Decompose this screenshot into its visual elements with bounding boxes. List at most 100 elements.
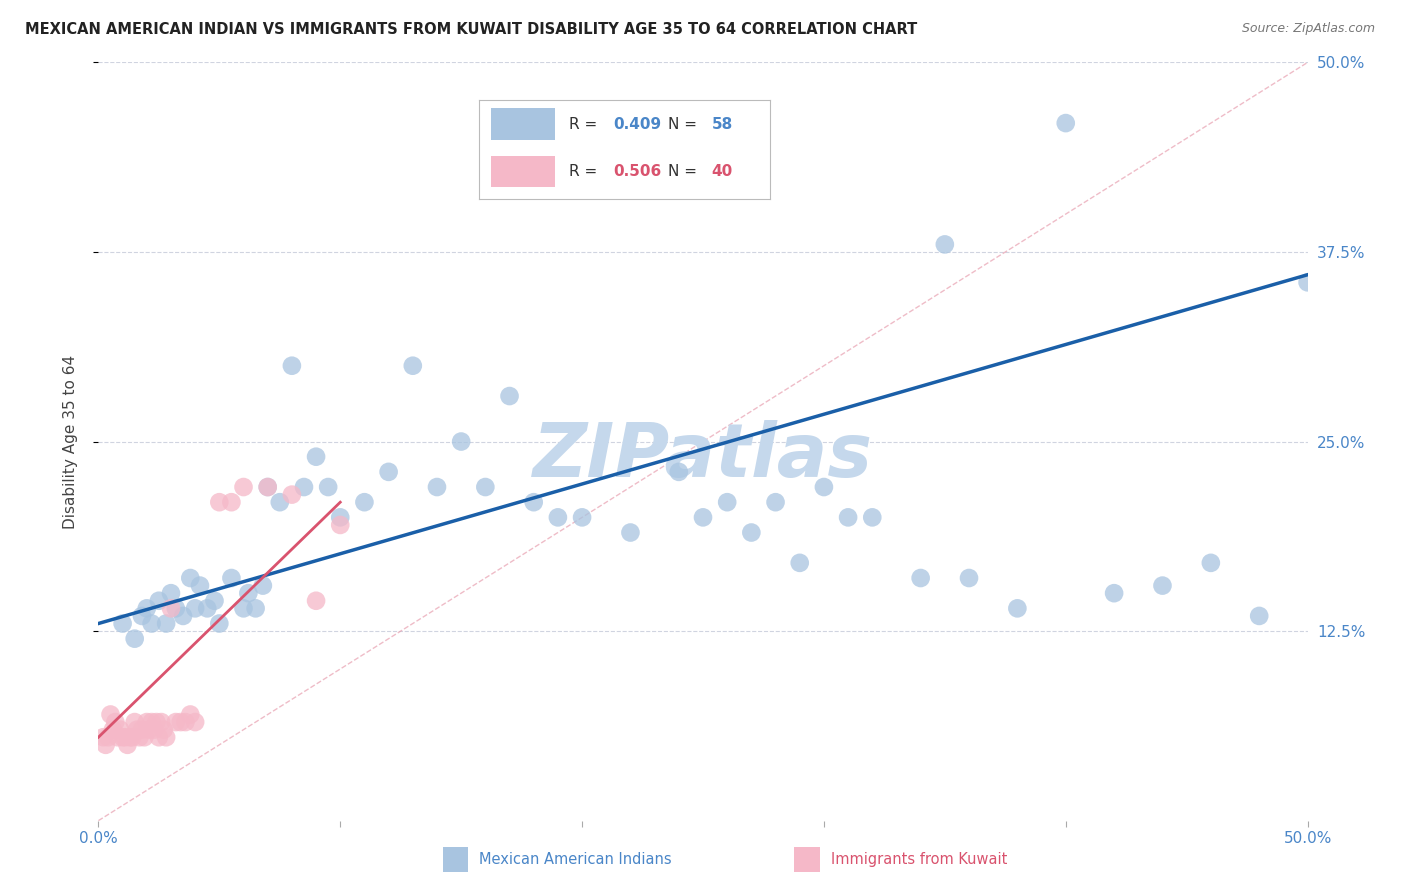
Point <box>860 510 883 524</box>
Point <box>204 594 226 608</box>
Point <box>179 707 201 722</box>
Point <box>108 723 131 737</box>
Point <box>208 616 231 631</box>
Point <box>135 601 157 615</box>
Point <box>143 723 166 737</box>
Point <box>305 450 328 464</box>
Point <box>100 707 122 722</box>
Point <box>124 715 146 730</box>
Point <box>104 715 127 730</box>
Point <box>94 738 117 752</box>
Point <box>256 480 278 494</box>
Point <box>111 616 134 631</box>
Point <box>160 601 183 615</box>
Point <box>131 608 153 623</box>
Point <box>138 723 160 737</box>
Point <box>160 586 183 600</box>
Point <box>571 510 593 524</box>
Point <box>329 517 352 532</box>
Y-axis label: Disability Age 35 to 64: Disability Age 35 to 64 <box>63 354 77 529</box>
Point <box>450 434 472 449</box>
Point <box>353 495 375 509</box>
Point <box>377 465 399 479</box>
Point <box>188 579 211 593</box>
Point <box>97 730 120 744</box>
Point <box>547 510 569 524</box>
Point <box>169 715 191 730</box>
Point <box>910 571 932 585</box>
Point <box>837 510 859 524</box>
Point <box>221 495 243 509</box>
Point <box>813 480 835 494</box>
Point <box>934 237 956 252</box>
Point <box>245 601 267 615</box>
Point <box>232 480 254 494</box>
Point <box>765 495 787 509</box>
Point <box>957 571 980 585</box>
Point <box>184 715 207 730</box>
Point <box>150 715 173 730</box>
Point <box>619 525 641 540</box>
Point <box>789 556 811 570</box>
Point <box>117 738 139 752</box>
Point <box>232 601 254 615</box>
Point <box>195 601 218 615</box>
Point <box>523 495 546 509</box>
Point <box>131 723 153 737</box>
Text: Immigrants from Kuwait: Immigrants from Kuwait <box>831 852 1007 867</box>
Point <box>474 480 496 494</box>
Point <box>145 715 167 730</box>
Text: Mexican American Indians: Mexican American Indians <box>479 852 672 867</box>
Point <box>252 579 274 593</box>
Point <box>668 465 690 479</box>
Point <box>498 389 520 403</box>
Point <box>269 495 291 509</box>
Point <box>111 730 134 744</box>
Point <box>148 730 170 744</box>
Point <box>1007 601 1029 615</box>
Point <box>121 730 143 744</box>
Point <box>305 594 328 608</box>
Point <box>91 730 114 744</box>
Point <box>101 723 124 737</box>
Point <box>127 723 149 737</box>
Point <box>1102 586 1125 600</box>
Point <box>281 359 304 373</box>
Point <box>141 616 163 631</box>
Point <box>740 525 762 540</box>
Point <box>184 601 207 615</box>
Point <box>329 510 352 524</box>
Point <box>1054 116 1077 130</box>
Point <box>148 594 170 608</box>
Text: MEXICAN AMERICAN INDIAN VS IMMIGRANTS FROM KUWAIT DISABILITY AGE 35 TO 64 CORREL: MEXICAN AMERICAN INDIAN VS IMMIGRANTS FR… <box>25 22 918 37</box>
Point <box>316 480 339 494</box>
Point <box>128 730 150 744</box>
Point <box>172 608 194 623</box>
Point <box>174 715 197 730</box>
Point <box>107 730 129 744</box>
Point <box>165 601 187 615</box>
Point <box>124 632 146 646</box>
Point <box>179 571 201 585</box>
Point <box>165 715 187 730</box>
Point <box>135 715 157 730</box>
Text: Source: ZipAtlas.com: Source: ZipAtlas.com <box>1241 22 1375 36</box>
Point <box>402 359 425 373</box>
Point <box>1152 579 1174 593</box>
Point <box>141 715 163 730</box>
Point <box>155 616 177 631</box>
Text: ZIPatlas: ZIPatlas <box>533 420 873 493</box>
Point <box>426 480 449 494</box>
Point <box>281 487 304 501</box>
Point <box>238 586 260 600</box>
Point <box>692 510 714 524</box>
Point <box>221 571 243 585</box>
Point <box>208 495 231 509</box>
Point <box>256 480 278 494</box>
Point <box>118 730 141 744</box>
Point <box>134 730 156 744</box>
Point <box>1249 608 1271 623</box>
Point <box>1296 275 1319 289</box>
Point <box>1199 556 1222 570</box>
Point <box>155 730 177 744</box>
